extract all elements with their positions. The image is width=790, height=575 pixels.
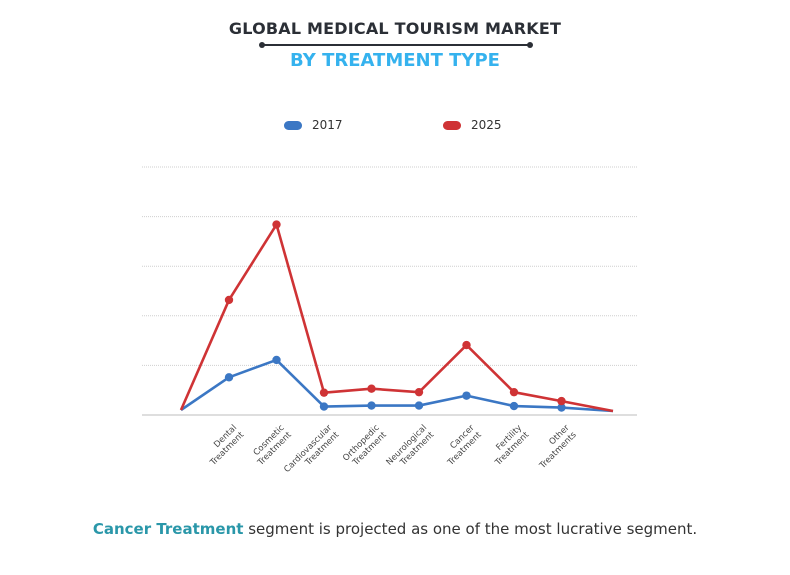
data-point-2025: [557, 396, 566, 406]
footer-text: segment is projected as one of the most …: [243, 520, 698, 538]
data-point-2017: [367, 401, 376, 410]
line-chart: DentalTreatment CosmeticTreatmentCardiova…: [142, 166, 637, 482]
series-line-2017: [180, 358, 614, 413]
data-point-2025: [509, 387, 519, 397]
chart-title: GLOBAL MEDICAL TOURISM MARKET: [228, 19, 562, 38]
data-point-2017: [509, 401, 519, 411]
chart-subtitle: BY TREATMENT TYPE: [290, 50, 500, 71]
data-point-2025: [319, 388, 329, 397]
data-point-2017: [224, 373, 234, 382]
legend-swatch-2017: [284, 120, 302, 130]
data-point-2017: [272, 355, 281, 365]
series-line-2025: [179, 223, 614, 413]
divider-dot-left: [259, 42, 265, 48]
x-tick-label: DentalTreatment: [201, 423, 247, 469]
x-tick-label: OrthopedicTreatment: [341, 423, 389, 471]
data-point-2017: [462, 391, 471, 400]
legend-swatch-2025: [443, 120, 461, 130]
x-tick-label: FertilityTreatment: [486, 423, 532, 469]
divider-dot-right: [527, 42, 533, 48]
legend-label-2017: 2017: [312, 118, 343, 132]
x-tick-label: OtherTreatments: [530, 423, 579, 472]
legend-item-2017: 2017: [284, 117, 343, 133]
legend-item-2025: 2025: [443, 117, 502, 133]
data-point-2025: [414, 387, 424, 397]
data-point-2017: [414, 401, 424, 410]
title-divider: [262, 44, 530, 46]
data-point-2025: [462, 340, 471, 350]
x-tick-label: CardiovascularTreatment: [282, 423, 341, 482]
data-point-2017: [557, 403, 566, 412]
footer-caption: Cancer Treatment segment is projected as…: [0, 520, 790, 538]
data-point-2025: [367, 384, 376, 393]
x-tick-label: CancerTreatment: [438, 423, 484, 469]
footer-highlight: Cancer Treatment: [92, 520, 244, 538]
data-point-2025: [272, 220, 281, 229]
x-tick-label: NeurologicalTreatment: [385, 423, 437, 475]
data-point-2025: [224, 295, 234, 305]
data-point-2017: [319, 402, 329, 411]
legend-label-2025: 2025: [471, 118, 502, 132]
